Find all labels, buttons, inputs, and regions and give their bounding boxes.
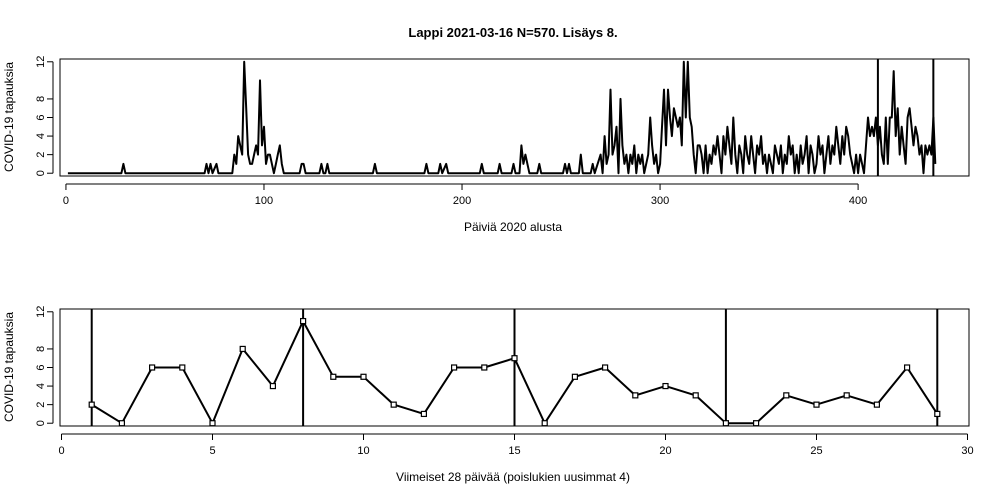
x-tick-label: 25 xyxy=(810,445,822,457)
y-tick-label: 2 xyxy=(35,402,47,408)
data-point xyxy=(662,382,669,390)
chart-title: Lappi 2021-03-16 N=570. Lisäys 8. xyxy=(408,25,617,40)
x-tick-label: 15 xyxy=(508,445,520,457)
x-tick-label: 300 xyxy=(651,195,669,207)
data-point xyxy=(300,317,307,325)
x-tick-label: 100 xyxy=(255,195,273,207)
y-tick-label: 8 xyxy=(35,96,47,102)
y-tick-label: 12 xyxy=(35,56,47,68)
series-line xyxy=(67,60,937,175)
x-axis-label: Päiviä 2020 alusta xyxy=(464,220,562,234)
x-tick-label: 20 xyxy=(659,445,671,457)
data-point xyxy=(88,401,95,408)
x-ticks: 0 100 200 300 400 xyxy=(63,183,867,207)
data-point xyxy=(843,392,850,399)
data-point xyxy=(632,392,639,399)
y-tick-label: 0 xyxy=(35,420,47,426)
data-marks xyxy=(88,309,941,427)
y-tick-label: 4 xyxy=(35,133,47,139)
y-ticks: 0 2 4 6 8 12 xyxy=(35,56,54,176)
x-tick-label: 200 xyxy=(453,195,471,207)
y-tick-label: 12 xyxy=(35,306,47,318)
x-tick-label: 10 xyxy=(357,445,369,457)
y-tick-label: 8 xyxy=(35,346,47,352)
y-tick-label: 4 xyxy=(35,383,47,389)
x-tick-label: 0 xyxy=(63,195,69,207)
data-point xyxy=(511,355,518,362)
y-tick-label: 6 xyxy=(35,114,47,120)
data-point xyxy=(269,382,277,390)
data-point xyxy=(481,364,488,371)
data-point xyxy=(360,373,367,380)
data-point xyxy=(541,420,548,427)
y-tick-label: 2 xyxy=(35,152,47,158)
data-point xyxy=(420,410,428,418)
x-tick-label: 0 xyxy=(58,445,64,457)
data-point xyxy=(209,420,216,427)
data-point xyxy=(692,392,699,399)
y-tick-label: 0 xyxy=(35,170,47,176)
data-point xyxy=(149,364,156,371)
y-axis-label: COVID-19 tapauksia xyxy=(2,62,16,172)
data-marks xyxy=(67,59,937,176)
data-point xyxy=(601,364,609,371)
x-tick-label: 30 xyxy=(961,445,973,457)
x-tick-label: 5 xyxy=(209,445,215,457)
data-point xyxy=(179,364,186,371)
data-point xyxy=(813,401,820,408)
data-point xyxy=(783,392,790,399)
x-axis-label: Viimeiset 28 päivää (poislukien uusimmat… xyxy=(396,470,630,484)
data-point xyxy=(571,373,578,380)
data-point xyxy=(722,420,729,427)
x-ticks: 0 5 10 15 20 25 30 xyxy=(58,433,974,457)
top-panel: Päiviä 2020 alusta COVID-19 tapauksia 0 1… xyxy=(2,56,970,234)
y-tick-label: 6 xyxy=(35,364,47,370)
y-ticks: 0 2 4 6 8 12 xyxy=(35,306,54,426)
y-axis-label: COVID-19 tapauksia xyxy=(2,312,16,422)
data-point xyxy=(873,401,880,408)
data-point xyxy=(330,373,337,380)
data-point xyxy=(934,410,941,418)
plot-frame xyxy=(59,58,970,177)
bottom-panel: Viimeiset 28 päivää (poislukien uusimmat… xyxy=(2,306,974,484)
x-tick-label: 400 xyxy=(849,195,867,207)
data-point xyxy=(903,364,911,371)
data-point xyxy=(239,345,246,353)
data-point xyxy=(118,420,126,427)
data-point xyxy=(451,364,458,371)
data-point xyxy=(390,401,397,408)
data-point xyxy=(752,420,760,427)
